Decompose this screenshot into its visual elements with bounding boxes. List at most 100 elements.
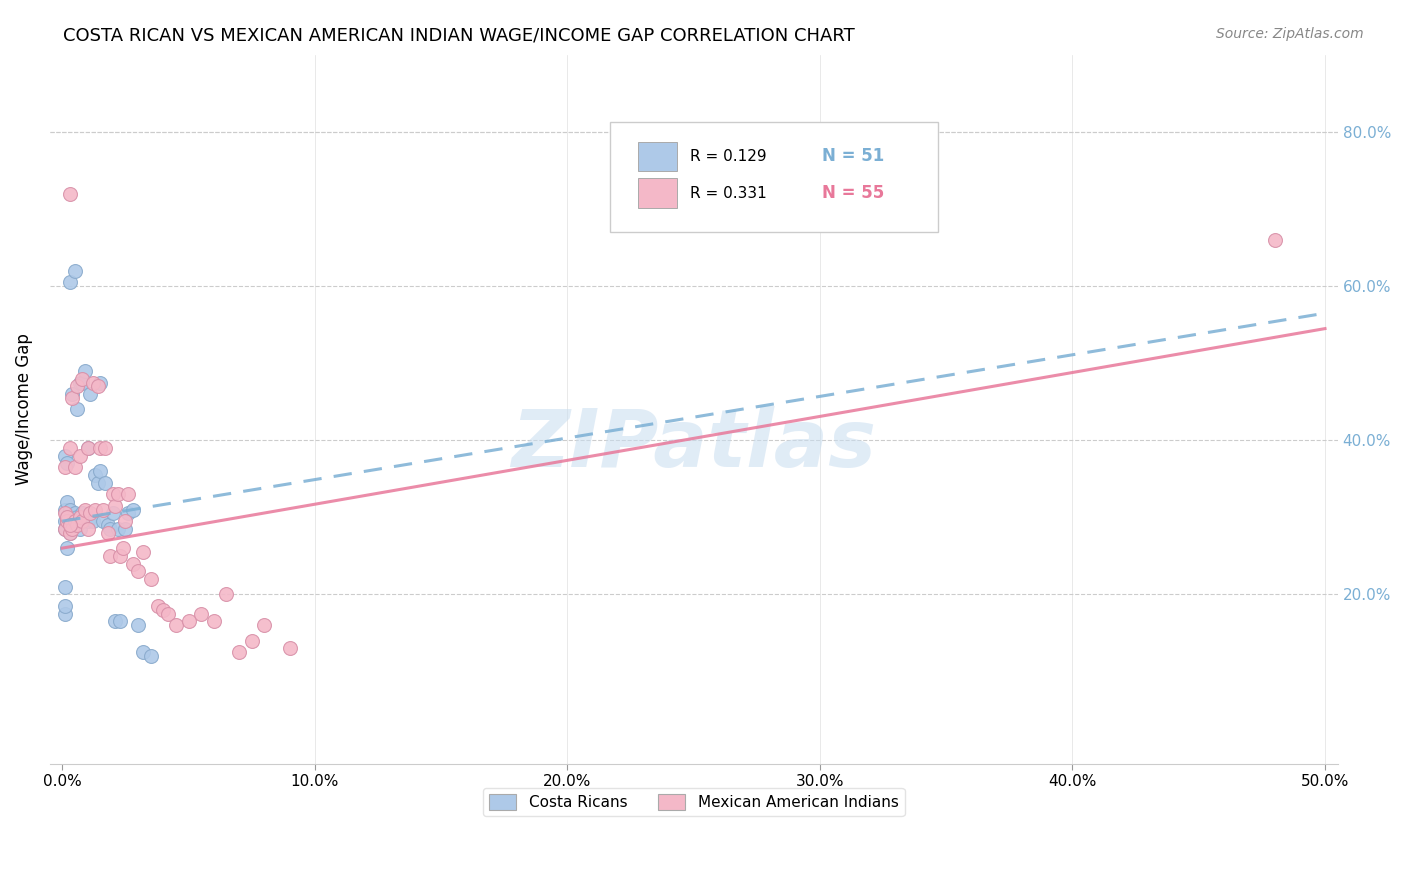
Costa Ricans (139, 648, 162, 663)
Mexican American Indians (86, 379, 108, 393)
Costa Ricans (53, 514, 76, 528)
Legend: Costa Ricans, Mexican American Indians: Costa Ricans, Mexican American Indians (482, 789, 904, 816)
Mexican American Indians (76, 522, 98, 536)
Costa Ricans (60, 387, 83, 401)
Costa Ricans (127, 618, 149, 632)
Mexican American Indians (97, 525, 120, 540)
Costa Ricans (53, 449, 76, 463)
Mexican American Indians (127, 564, 149, 578)
Mexican American Indians (215, 587, 238, 601)
Costa Ricans (66, 402, 89, 417)
Costa Ricans (63, 507, 86, 521)
Mexican American Indians (98, 549, 121, 563)
Costa Ricans (79, 387, 101, 401)
Mexican American Indians (1263, 233, 1285, 247)
FancyBboxPatch shape (610, 122, 938, 232)
Mexican American Indians (84, 502, 107, 516)
Mexican American Indians (66, 379, 89, 393)
Costa Ricans (94, 475, 117, 490)
Mexican American Indians (79, 507, 101, 521)
Mexican American Indians (253, 618, 276, 632)
Costa Ricans (69, 376, 91, 390)
Costa Ricans (56, 495, 79, 509)
Text: COSTA RICAN VS MEXICAN AMERICAN INDIAN WAGE/INCOME GAP CORRELATION CHART: COSTA RICAN VS MEXICAN AMERICAN INDIAN W… (63, 27, 855, 45)
Costa Ricans (101, 507, 124, 521)
Mexican American Indians (53, 460, 76, 475)
Text: R = 0.331: R = 0.331 (690, 186, 766, 201)
Costa Ricans (72, 507, 94, 521)
Costa Ricans (114, 522, 136, 536)
Mexican American Indians (165, 618, 187, 632)
Mexican American Indians (69, 449, 91, 463)
Mexican American Indians (94, 441, 117, 455)
Mexican American Indians (104, 499, 127, 513)
Costa Ricans (132, 645, 155, 659)
Mexican American Indians (177, 615, 200, 629)
Costa Ricans (59, 502, 82, 516)
Text: N = 51: N = 51 (823, 147, 884, 166)
Costa Ricans (84, 467, 107, 482)
Mexican American Indians (53, 522, 76, 536)
Costa Ricans (98, 522, 121, 536)
Mexican American Indians (107, 487, 129, 501)
Mexican American Indians (114, 514, 136, 528)
Mexican American Indians (53, 507, 76, 521)
Costa Ricans (63, 264, 86, 278)
Costa Ricans (107, 522, 129, 536)
Mexican American Indians (101, 487, 124, 501)
Costa Ricans (66, 510, 89, 524)
Mexican American Indians (157, 607, 180, 621)
Mexican American Indians (240, 633, 263, 648)
Mexican American Indians (152, 603, 174, 617)
FancyBboxPatch shape (638, 178, 676, 208)
Costa Ricans (53, 502, 76, 516)
Mexican American Indians (72, 372, 94, 386)
Costa Ricans (104, 615, 127, 629)
Costa Ricans (53, 599, 76, 613)
Mexican American Indians (73, 502, 96, 516)
Costa Ricans (59, 276, 82, 290)
Mexican American Indians (76, 441, 98, 455)
Text: R = 0.129: R = 0.129 (690, 149, 766, 164)
FancyBboxPatch shape (638, 142, 676, 171)
Costa Ricans (122, 502, 145, 516)
Mexican American Indians (63, 460, 86, 475)
Mexican American Indians (202, 615, 225, 629)
Mexican American Indians (110, 549, 132, 563)
Costa Ricans (73, 364, 96, 378)
Mexican American Indians (278, 641, 301, 656)
Mexican American Indians (63, 514, 86, 528)
Mexican American Indians (60, 391, 83, 405)
Costa Ricans (59, 525, 82, 540)
Costa Ricans (56, 514, 79, 528)
Costa Ricans (89, 376, 111, 390)
Mexican American Indians (122, 557, 145, 571)
Costa Ricans (63, 518, 86, 533)
Mexican American Indians (91, 502, 114, 516)
Costa Ricans (59, 514, 82, 528)
Text: N = 55: N = 55 (823, 185, 884, 202)
Costa Ricans (56, 457, 79, 471)
Mexican American Indians (69, 510, 91, 524)
Costa Ricans (53, 580, 76, 594)
Costa Ricans (73, 510, 96, 524)
Costa Ricans (53, 607, 76, 621)
Costa Ricans (86, 475, 108, 490)
Mexican American Indians (117, 487, 139, 501)
Costa Ricans (76, 514, 98, 528)
Mexican American Indians (190, 607, 212, 621)
Mexican American Indians (56, 510, 79, 524)
Mexican American Indians (228, 645, 250, 659)
Costa Ricans (89, 464, 111, 478)
Mexican American Indians (60, 522, 83, 536)
Mexican American Indians (56, 514, 79, 528)
Mexican American Indians (82, 376, 104, 390)
Mexican American Indians (59, 441, 82, 455)
Costa Ricans (59, 518, 82, 533)
Costa Ricans (60, 518, 83, 533)
Text: ZIPatlas: ZIPatlas (512, 406, 876, 484)
Mexican American Indians (148, 599, 170, 613)
Y-axis label: Wage/Income Gap: Wage/Income Gap (15, 334, 32, 485)
Mexican American Indians (132, 545, 155, 559)
Costa Ricans (56, 541, 79, 555)
